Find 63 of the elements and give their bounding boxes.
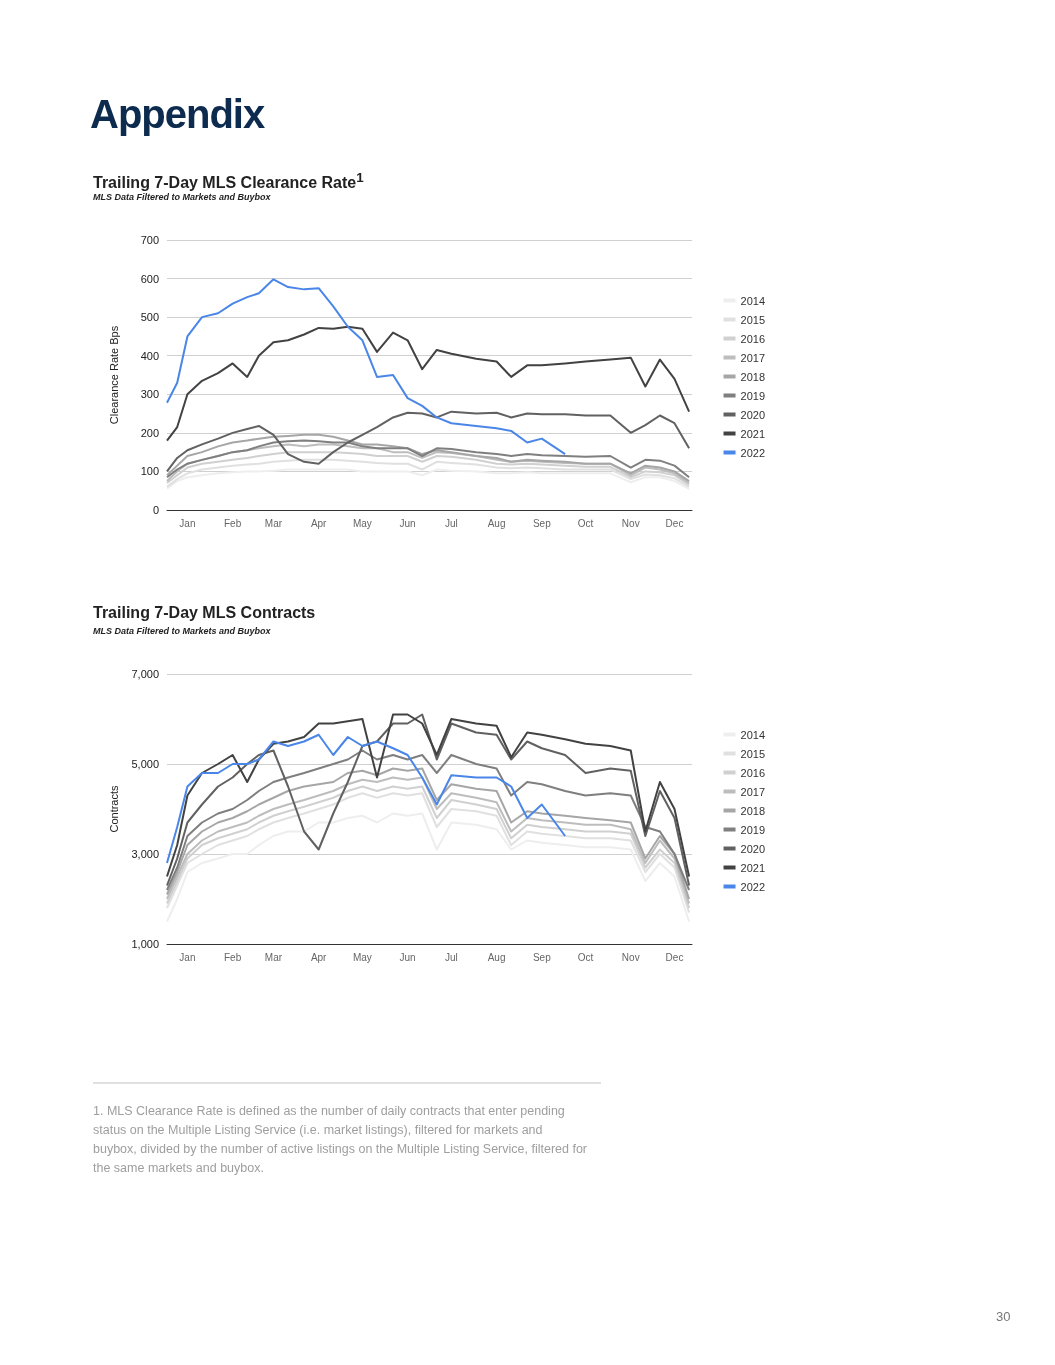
x-tick-label: Dec: [665, 517, 684, 529]
y-axis-title: Clearance Rate Bps: [107, 325, 120, 425]
y-tick-label: 500: [140, 311, 159, 324]
legend-label: 2021: [740, 427, 766, 440]
legend-label: 2014: [740, 728, 766, 741]
legend-label: 2019: [740, 823, 766, 836]
x-tick-label: May: [352, 951, 372, 963]
x-tick-label: Jun: [399, 951, 416, 963]
text: Appendix: [90, 92, 265, 137]
x-tick-label: Jun: [399, 517, 416, 529]
y-tick-label: 5,000: [131, 758, 159, 770]
x-tick-label: Feb: [224, 517, 242, 529]
legend-label: 2019: [740, 389, 766, 402]
y-axis-title: Contracts: [107, 784, 120, 833]
chart-subtitle: MLS Data Filtered to Markets and Buybox: [93, 192, 271, 202]
y-tick-label: 0: [152, 504, 159, 516]
x-tick-label: Apr: [310, 951, 328, 963]
x-tick-label: Jan: [179, 517, 196, 529]
y-tick-label: 3,000: [131, 848, 159, 860]
y-tick-label: 600: [140, 272, 159, 285]
text: 30: [996, 1309, 1011, 1324]
y-tick-label: 700: [140, 234, 159, 246]
x-tick-label: Jan: [179, 951, 196, 963]
x-tick-label: Nov: [621, 951, 640, 963]
legend-label: 2016: [740, 766, 766, 779]
x-tick-label: Sep: [532, 951, 552, 963]
legend-label: 2016: [740, 332, 766, 345]
legend-label: 2017: [740, 351, 766, 364]
chart-title: Trailing 7-Day MLS Clearance Rate$^{1}$: [93, 170, 364, 193]
x-tick-label: May: [352, 517, 372, 529]
x-tick-label: Aug: [487, 951, 506, 963]
legend-label: 2017: [740, 785, 766, 798]
legend-label: 2022: [740, 880, 766, 893]
legend-label: 2021: [740, 861, 766, 874]
y-tick-label: 1,000: [131, 938, 159, 950]
x-tick-label: Apr: [310, 517, 328, 529]
x-tick-label: Jul: [444, 517, 458, 529]
x-tick-label: Nov: [621, 517, 640, 529]
legend-label: 2020: [740, 408, 766, 421]
y-tick-label: 200: [140, 426, 159, 439]
x-tick-label: Dec: [665, 951, 684, 963]
legend-label: 2018: [740, 804, 766, 817]
x-tick-label: Jul: [444, 951, 458, 963]
chart-title: Trailing 7-Day MLS Contracts: [93, 604, 316, 622]
legend-label: 2022: [740, 446, 766, 459]
x-tick-label: Feb: [224, 951, 242, 963]
x-tick-label: Mar: [264, 517, 283, 529]
y-tick-label: 100: [140, 465, 159, 478]
x-tick-label: Oct: [577, 517, 594, 529]
x-tick-label: Sep: [532, 517, 552, 529]
legend-label: 2020: [740, 842, 766, 855]
x-tick-label: Aug: [487, 517, 506, 529]
legend-label: 2014: [740, 294, 766, 307]
x-tick-label: Oct: [577, 951, 594, 963]
text: 1. MLS Clearance Rate is defined as the number of daily contracts that enter pending status on the Multiple Listing Service (i.e. market listings), filtered for markets and buybox, divided by the number of active listings on the Multiple Listing Service, filtered for the same markets and buybox.: [93, 1103, 588, 1177]
x-tick-label: Mar: [264, 951, 283, 963]
legend-label: 2015: [740, 313, 766, 326]
legend-label: 2015: [740, 747, 766, 760]
chart-subtitle: MLS Data Filtered to Markets and Buybox: [93, 626, 271, 636]
y-tick-label: 400: [140, 349, 159, 362]
legend-label: 2018: [740, 370, 766, 383]
y-tick-label: 7,000: [131, 668, 159, 680]
y-tick-label: 300: [140, 388, 159, 401]
